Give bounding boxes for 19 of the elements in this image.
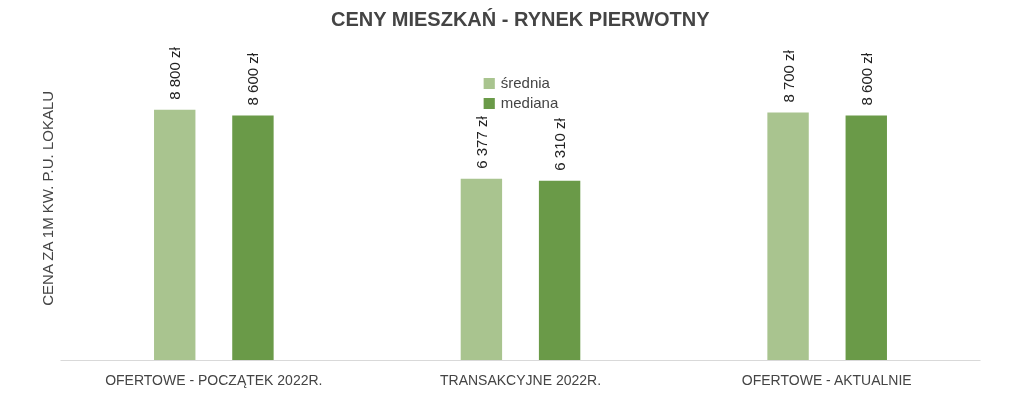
legend-label: mediana	[500, 94, 559, 111]
data-label: 6 377 zł	[472, 115, 490, 169]
bar	[154, 109, 196, 361]
data-label: 8 600 zł	[857, 52, 875, 106]
data-label: 6 310 zł	[551, 117, 569, 171]
x-tick-label: OFERTOWE - AKTUALNIE	[741, 371, 912, 388]
x-tick-label: TRANSAKCYJNE 2022R.	[439, 371, 602, 388]
data-label: 8 700 zł	[779, 49, 797, 103]
y-axis-title: CENA ZA 1M KW. P.U. LOKALU	[38, 90, 56, 306]
data-label: 8 600 zł	[244, 52, 262, 106]
bar	[460, 178, 503, 361]
x-tick-label: OFERTOWE - POCZĄTEK 2022R.	[105, 371, 323, 388]
bar	[767, 112, 809, 361]
bar	[538, 180, 581, 361]
bar	[232, 115, 274, 361]
bar	[845, 115, 887, 361]
legend-label: średnia	[500, 74, 550, 91]
data-label: 8 800 zł	[166, 46, 184, 100]
chart-title: CENY MIESZKAŃ - RYNEK PIERWOTNY	[331, 7, 711, 30]
